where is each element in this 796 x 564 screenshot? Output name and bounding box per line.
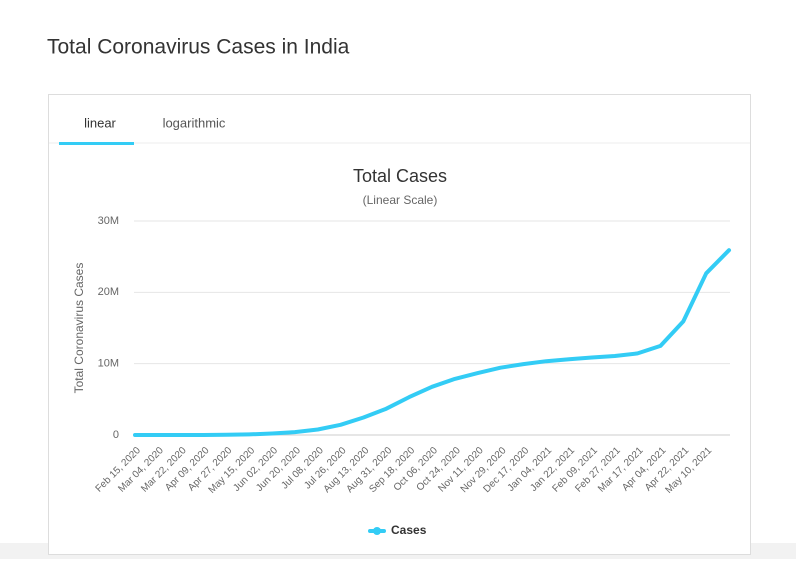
y-tick-label: 10M [98, 358, 119, 370]
y-tick-label: 30M [98, 215, 119, 227]
y-axis-title: Total Coronavirus Cases [72, 263, 86, 394]
legend-label: Cases [391, 523, 427, 537]
tab[interactable]: logarithmic [163, 115, 226, 130]
tab-indicator [59, 142, 134, 145]
y-tick-label: 0 [113, 429, 119, 441]
chart-subtitle: (Linear Scale) [363, 193, 438, 207]
page-title: Total Coronavirus Cases in India [47, 36, 350, 59]
legend-marker [373, 527, 381, 535]
card [48, 94, 751, 555]
tab[interactable]: linear [84, 115, 116, 130]
y-tick-label: 20M [98, 286, 119, 298]
chart-title: Total Cases [353, 166, 447, 186]
data-line [133, 248, 731, 437]
